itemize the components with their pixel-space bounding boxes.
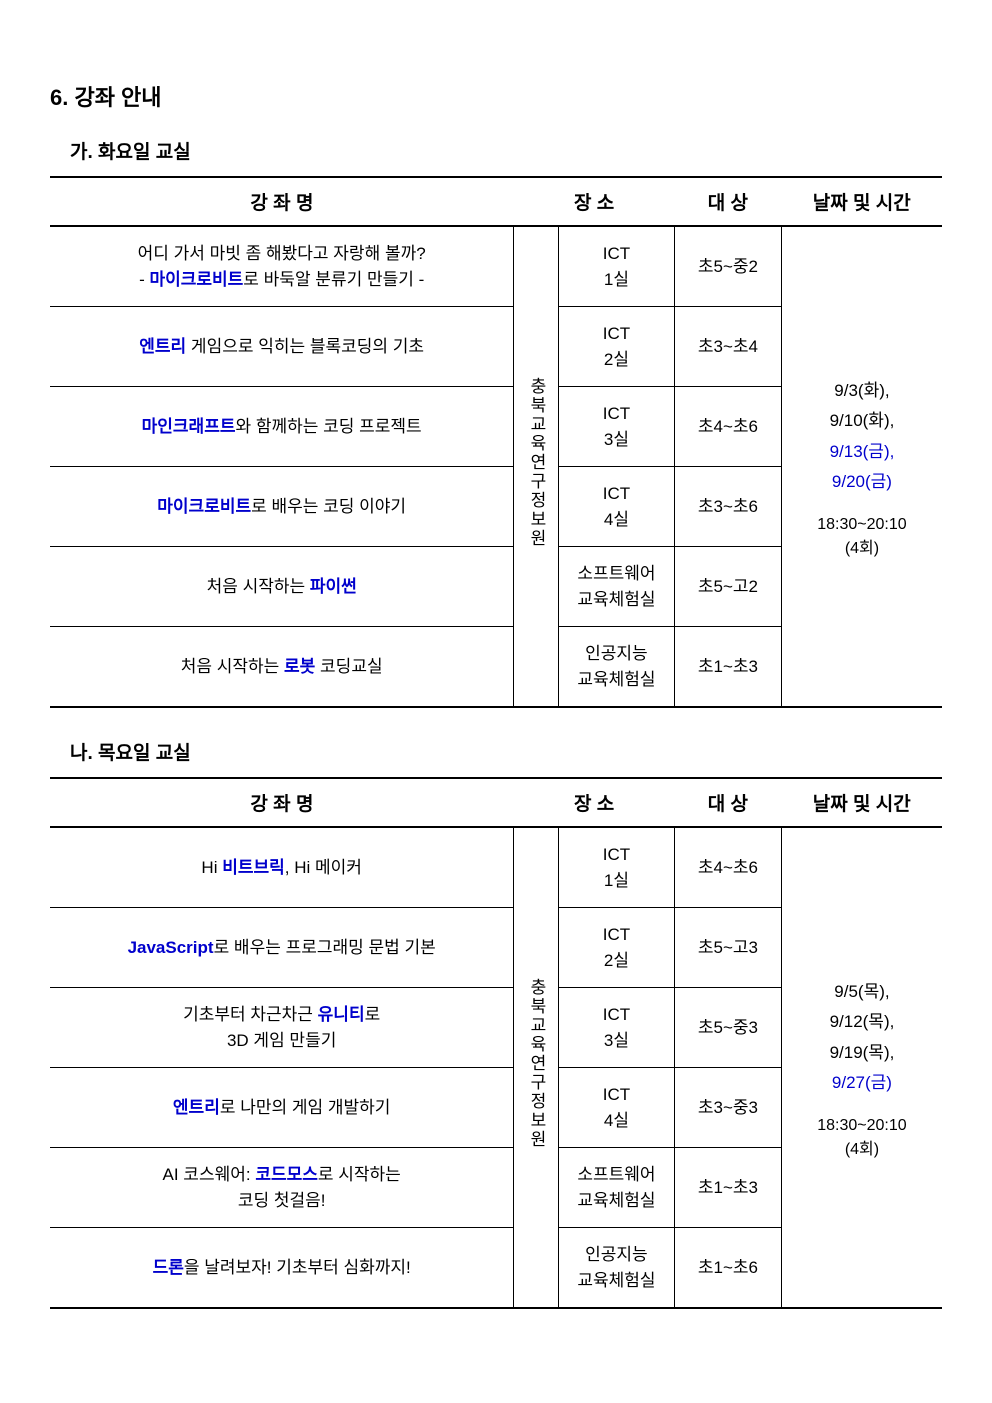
target-cell: 초1~초3 bbox=[674, 1148, 781, 1228]
org-cell: 충북교육연구정보원 bbox=[514, 827, 559, 1308]
date-item: 9/13(금), bbox=[788, 439, 936, 465]
course-name-cell: JavaScript로 배우는 프로그래밍 문법 기본 bbox=[50, 908, 514, 988]
room-cell: 인공지능교육체험실 bbox=[558, 627, 674, 708]
course-name-cell: AI 코스웨어: 코드모스로 시작하는코딩 첫걸음! bbox=[50, 1148, 514, 1228]
target-cell: 초5~중3 bbox=[674, 988, 781, 1068]
th-name: 강 좌 명 bbox=[50, 778, 514, 827]
room-cell: ICT4실 bbox=[558, 1068, 674, 1148]
room-cell: ICT3실 bbox=[558, 387, 674, 467]
date-cell: 9/3(화), 9/10(화), 9/13(금), 9/20(금) 18:30~20:1… bbox=[781, 226, 942, 707]
target-cell: 초4~초6 bbox=[674, 827, 781, 908]
room-cell: ICT3실 bbox=[558, 988, 674, 1068]
date-item: 9/20(금) bbox=[788, 469, 936, 495]
room-cell: 소프트웨어교육체험실 bbox=[558, 547, 674, 627]
target-cell: 초1~초6 bbox=[674, 1228, 781, 1309]
target-cell: 초5~고2 bbox=[674, 547, 781, 627]
th-name: 강 좌 명 bbox=[50, 177, 514, 226]
thu-subtitle: 나. 목요일 교실 bbox=[70, 738, 942, 765]
course-name-cell: Hi 비트브릭, Hi 메이커 bbox=[50, 827, 514, 908]
target-cell: 초4~초6 bbox=[674, 387, 781, 467]
target-cell: 초5~중2 bbox=[674, 226, 781, 307]
time-note: 18:30~20:10(4회) bbox=[788, 513, 936, 561]
room-cell: ICT2실 bbox=[558, 908, 674, 988]
th-loc: 장 소 bbox=[514, 778, 675, 827]
date-item: 9/10(화), bbox=[788, 408, 936, 434]
date-item: 9/27(금) bbox=[788, 1070, 936, 1096]
tue-subtitle: 가. 화요일 교실 bbox=[70, 137, 942, 164]
th-target: 대 상 bbox=[674, 177, 781, 226]
th-target: 대 상 bbox=[674, 778, 781, 827]
th-loc: 장 소 bbox=[514, 177, 675, 226]
room-cell: ICT2실 bbox=[558, 307, 674, 387]
date-item: 9/5(목), bbox=[788, 979, 936, 1005]
course-name-cell: 마이크로비트로 배우는 코딩 이야기 bbox=[50, 467, 514, 547]
time-note: 18:30~20:10(4회) bbox=[788, 1114, 936, 1162]
thu-table: 강 좌 명 장 소 대 상 날짜 및 시간 Hi 비트브릭, Hi 메이커충북교… bbox=[50, 777, 942, 1309]
room-cell: 소프트웨어교육체험실 bbox=[558, 1148, 674, 1228]
target-cell: 초5~고3 bbox=[674, 908, 781, 988]
course-name-cell: 엔트리 게임으로 익히는 블록코딩의 기초 bbox=[50, 307, 514, 387]
target-cell: 초1~초3 bbox=[674, 627, 781, 708]
course-name-cell: 드론을 날려보자! 기초부터 심화까지! bbox=[50, 1228, 514, 1309]
course-name-cell: 기초부터 차근차근 유니티로3D 게임 만들기 bbox=[50, 988, 514, 1068]
room-cell: ICT1실 bbox=[558, 827, 674, 908]
tue-table: 강 좌 명 장 소 대 상 날짜 및 시간 어디 가서 마빗 좀 해봤다고 자랑… bbox=[50, 176, 942, 708]
room-cell: 인공지능교육체험실 bbox=[558, 1228, 674, 1309]
section-title: 6. 강좌 안내 bbox=[50, 80, 942, 112]
course-name-cell: 엔트리로 나만의 게임 개발하기 bbox=[50, 1068, 514, 1148]
date-item: 9/12(목), bbox=[788, 1009, 936, 1035]
course-name-cell: 어디 가서 마빗 좀 해봤다고 자랑해 볼까?- 마이크로비트로 바둑알 분류기… bbox=[50, 226, 514, 307]
course-name-cell: 처음 시작하는 파이썬 bbox=[50, 547, 514, 627]
target-cell: 초3~중3 bbox=[674, 1068, 781, 1148]
th-date: 날짜 및 시간 bbox=[781, 778, 942, 827]
date-cell: 9/5(목), 9/12(목), 9/19(목), 9/27(금) 18:30~20:1… bbox=[781, 827, 942, 1308]
th-date: 날짜 및 시간 bbox=[781, 177, 942, 226]
room-cell: ICT4실 bbox=[558, 467, 674, 547]
org-cell: 충북교육연구정보원 bbox=[514, 226, 559, 707]
room-cell: ICT1실 bbox=[558, 226, 674, 307]
target-cell: 초3~초4 bbox=[674, 307, 781, 387]
course-name-cell: 처음 시작하는 로봇 코딩교실 bbox=[50, 627, 514, 708]
course-name-cell: 마인크래프트와 함께하는 코딩 프로젝트 bbox=[50, 387, 514, 467]
target-cell: 초3~초6 bbox=[674, 467, 781, 547]
date-item: 9/19(목), bbox=[788, 1040, 936, 1066]
date-item: 9/3(화), bbox=[788, 378, 936, 404]
